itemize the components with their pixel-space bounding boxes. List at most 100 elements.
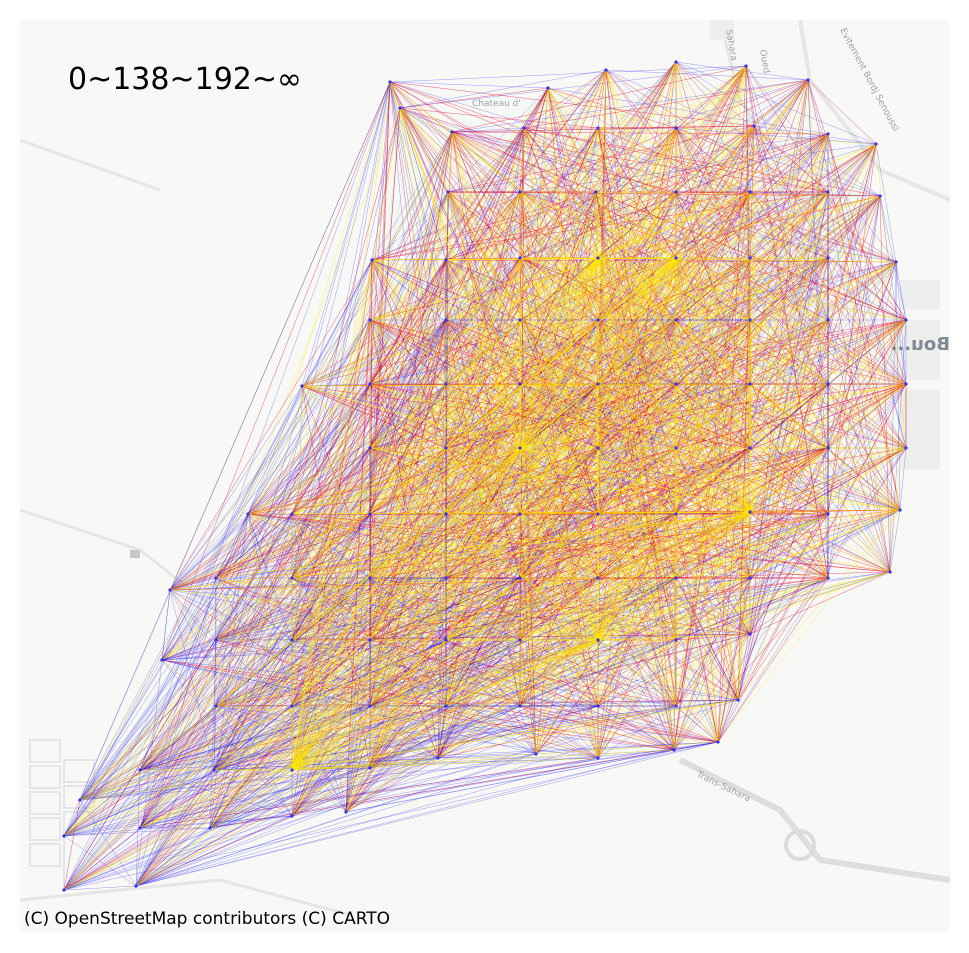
network-edge	[597, 511, 751, 641]
network-edge	[445, 577, 829, 707]
network-edge	[519, 143, 877, 259]
network-edge	[369, 699, 739, 769]
network-node	[368, 704, 372, 708]
network-node	[138, 768, 142, 772]
network-edge	[519, 319, 907, 449]
network-edge	[169, 577, 217, 591]
network-node	[134, 884, 138, 888]
network-edge	[291, 143, 877, 771]
network-edge	[63, 577, 829, 891]
network-edge	[135, 705, 599, 887]
network-edge	[63, 705, 677, 891]
network-node	[744, 64, 748, 68]
network-edge	[597, 383, 907, 449]
network-edge	[597, 257, 677, 515]
network-edge	[595, 191, 829, 259]
network-edge	[135, 577, 217, 887]
network-edge	[673, 577, 829, 751]
network-edge	[63, 639, 371, 837]
network-edge	[215, 639, 677, 707]
network-edge	[523, 127, 599, 641]
network-edge	[519, 191, 677, 259]
network-edge	[445, 257, 677, 321]
network-map[interactable]: Chateau d' Trans-Sahara Evitement Bordj …	[20, 20, 950, 932]
network-edge	[749, 261, 897, 321]
network-edge	[675, 143, 877, 259]
network-edge	[827, 191, 891, 573]
network-node	[898, 508, 902, 512]
network-edge	[63, 257, 599, 891]
network-node	[62, 888, 66, 892]
network-edge	[737, 383, 751, 701]
network-node	[212, 768, 216, 772]
network-edge	[63, 827, 211, 891]
network-edge	[597, 257, 751, 579]
network-edge	[79, 705, 371, 801]
network-edge	[519, 79, 809, 449]
network-edge	[451, 79, 809, 133]
network-node	[518, 704, 522, 708]
network-edge	[749, 447, 829, 513]
network-edge	[135, 639, 599, 887]
network-edge	[79, 257, 677, 801]
network-edge	[369, 447, 537, 755]
network-edge	[247, 513, 891, 573]
network-node	[748, 632, 752, 636]
network-edge	[519, 577, 675, 751]
network-edge	[737, 447, 907, 701]
network-node	[290, 638, 294, 642]
network-edge	[371, 259, 521, 449]
network-edge	[247, 195, 881, 515]
network-edge	[369, 639, 677, 707]
basemap-label: Bou...	[891, 334, 950, 355]
network-edge	[827, 257, 907, 321]
network-edge	[291, 319, 829, 579]
network-edge	[215, 513, 371, 579]
network-edge	[213, 447, 521, 771]
network-edge	[291, 319, 371, 515]
network-edge	[139, 767, 371, 829]
network-edge	[371, 107, 401, 261]
network-edge	[737, 577, 751, 701]
network-edge	[247, 513, 599, 579]
network-edge	[675, 61, 751, 513]
network-edge	[291, 513, 677, 771]
network-edge	[597, 511, 751, 515]
network-edge	[63, 191, 449, 891]
network-edge	[597, 257, 907, 449]
network-edge	[209, 639, 599, 829]
network-node	[534, 752, 538, 756]
network-edge	[597, 513, 677, 641]
network-edge	[139, 511, 751, 829]
network-edge	[291, 757, 439, 817]
network-node	[878, 194, 882, 198]
network-edge	[369, 261, 897, 385]
network-edge	[291, 757, 599, 771]
network-edge	[291, 319, 751, 771]
network-edge	[247, 513, 347, 813]
network-edge	[675, 127, 751, 193]
network-edge	[169, 589, 215, 771]
network-edge	[291, 319, 447, 515]
network-edge	[519, 257, 599, 449]
network-edge	[519, 257, 599, 641]
map-frame[interactable]: Chateau d' Trans-Sahara Evitement Bordj …	[20, 20, 950, 932]
network-edge	[749, 511, 829, 579]
network-node	[290, 814, 294, 818]
network-edge	[291, 447, 751, 771]
network-node	[748, 318, 752, 322]
network-edge	[161, 639, 217, 661]
network-edge	[291, 513, 599, 771]
network-edge	[597, 65, 747, 641]
network-edge	[169, 385, 303, 591]
network-edge	[673, 577, 751, 751]
network-edge	[369, 257, 599, 321]
network-edge	[749, 509, 901, 513]
network-edge	[675, 191, 829, 385]
network-edge	[437, 705, 521, 759]
network-edge	[139, 571, 891, 829]
network-edge	[399, 107, 829, 259]
network-edge	[139, 191, 521, 771]
network-node	[368, 638, 372, 642]
network-edge	[345, 319, 521, 813]
